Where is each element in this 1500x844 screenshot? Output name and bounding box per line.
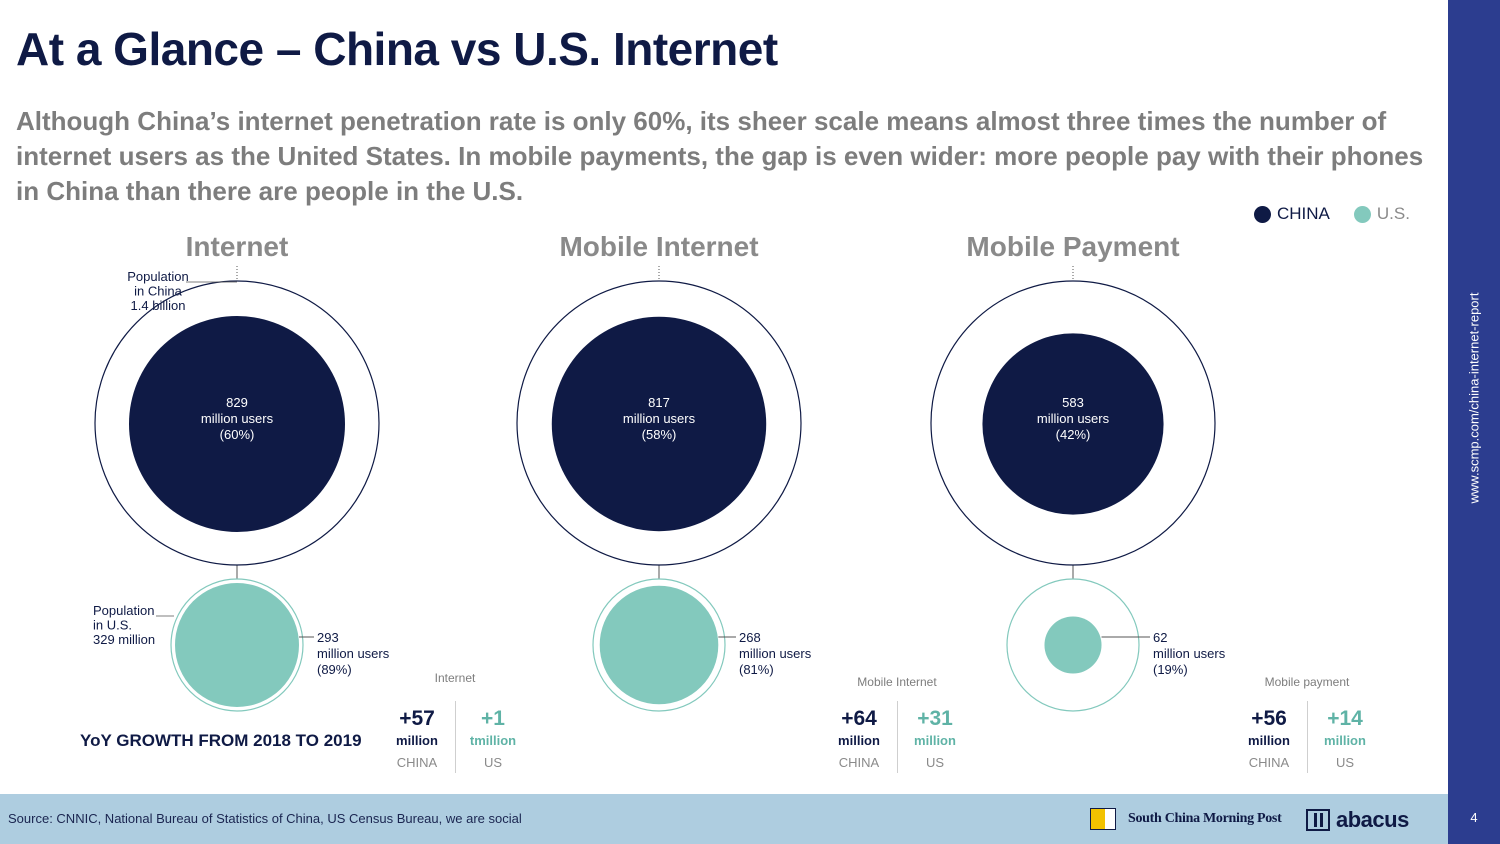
growth-us-column: +1 tmillion US	[458, 707, 528, 770]
us-population-label-2: 329 million	[93, 632, 155, 647]
growth-china-unit: million	[396, 733, 438, 748]
growth-china-country: CHINA	[1248, 755, 1290, 770]
growth-divider	[455, 701, 456, 773]
page-number: 4	[1470, 810, 1478, 825]
us-users-label-mobile-internet-2: (81%)	[739, 662, 774, 677]
china-users-label-mobile-payment-2: (42%)	[1056, 427, 1091, 442]
china-users-label-internet-1: million users	[201, 411, 274, 426]
china-population-label-2: 1.4 billion	[131, 298, 186, 313]
us-population-label-0: Population	[93, 603, 154, 618]
growth-china-column: +56 million CHINA	[1234, 707, 1304, 770]
us-users-label-mobile-internet-0: 268	[739, 630, 761, 645]
us-users-label-internet-0: 293	[317, 630, 339, 645]
panel-title-mobile-internet: Mobile Internet	[559, 231, 758, 262]
china-users-label-mobile-internet-2: (58%)	[642, 427, 677, 442]
abacus-brand[interactable]: abacus	[1306, 807, 1409, 833]
chart-legend: CHINA U.S.	[1254, 204, 1434, 224]
legend-dot-china	[1254, 205, 1271, 223]
growth-china-column: +64 million CHINA	[824, 707, 894, 770]
page-subtitle: Although China’s internet penetration ra…	[16, 106, 1424, 206]
sidebar-url[interactable]: www.scmp.com/china-internet-report	[1466, 292, 1482, 504]
china-users-label-mobile-internet-0: 817	[648, 395, 670, 410]
us-users-label-internet-1: million users	[317, 646, 390, 661]
china-users-bubble-internet	[129, 316, 345, 532]
panel-title-mobile-payment: Mobile Payment	[966, 231, 1179, 262]
china-population-ring-internet	[94, 280, 380, 566]
growth-china-unit: million	[838, 733, 880, 748]
growth-divider	[897, 701, 898, 773]
growth-us-value: +14	[1327, 707, 1363, 730]
sidebar: www.scmp.com/china-internet-report 4	[1448, 0, 1500, 844]
us-users-label-mobile-payment-2: (19%)	[1153, 662, 1188, 677]
growth-block-label: Mobile Internet	[857, 675, 937, 689]
growth-block-label: Mobile payment	[1264, 675, 1350, 689]
legend-item-china: CHINA	[1254, 204, 1330, 224]
growth-us-column: +31 million US	[900, 707, 970, 770]
china-population-label-0: Population	[127, 269, 188, 284]
growth-us-column: +14 million US	[1310, 707, 1380, 770]
us-population-ring-mobile-internet	[592, 578, 726, 712]
footer: Source: CNNIC, National Bureau of Statis…	[0, 794, 1448, 844]
growth-china-country: CHINA	[838, 755, 880, 770]
scmp-logo-icon	[1090, 808, 1116, 830]
china-users-label-mobile-internet-1: million users	[623, 411, 696, 426]
us-users-label-mobile-payment-0: 62	[1153, 630, 1167, 645]
growth-us-country: US	[925, 755, 945, 770]
china-users-bubble-mobile-payment	[982, 333, 1164, 515]
growth-us-country: US	[1335, 755, 1355, 770]
us-population-label-1: in U.S.	[93, 618, 132, 633]
growth-china-value: +64	[841, 707, 877, 730]
growth-china-country: CHINA	[396, 755, 438, 770]
china-users-label-internet-2: (60%)	[220, 427, 255, 442]
china-users-bubble-mobile-internet	[551, 316, 767, 532]
growth-us-country: US	[483, 755, 503, 770]
scmp-name: South China Morning Post	[1128, 811, 1282, 826]
growth-title: YoY GROWTH FROM 2018 TO 2019	[80, 731, 362, 750]
legend-label-us: U.S.	[1376, 204, 1410, 223]
growth-china-value: +56	[1251, 707, 1287, 730]
growth-us-unit: million	[914, 733, 956, 748]
china-users-label-mobile-payment-1: million users	[1037, 411, 1110, 426]
growth-china-column: +57 million CHINA	[382, 707, 452, 770]
page-title: At a Glance – China vs U.S. Internet	[16, 23, 778, 75]
china-population-ring-mobile-internet	[516, 280, 802, 566]
us-users-label-mobile-payment-1: million users	[1153, 646, 1226, 661]
us-users-label-internet-2: (89%)	[317, 662, 352, 677]
china-users-label-internet-0: 829	[226, 395, 248, 410]
abacus-name: abacus	[1336, 807, 1409, 832]
us-users-bubble-mobile-internet	[599, 585, 719, 705]
china-users-label-mobile-payment-0: 583	[1062, 395, 1084, 410]
growth-us-value: +31	[917, 707, 953, 730]
growth-us-value: +1	[481, 707, 505, 730]
source-text: Source: CNNIC, National Bureau of Statis…	[8, 811, 522, 826]
us-population-ring-internet	[170, 578, 304, 712]
us-population-ring-mobile-payment	[1006, 578, 1140, 712]
us-users-label-mobile-internet-1: million users	[739, 646, 812, 661]
legend-label-china: CHINA	[1277, 204, 1330, 223]
legend-item-us: U.S.	[1353, 204, 1410, 224]
growth-block-label: Internet	[434, 671, 476, 685]
us-users-bubble-mobile-payment	[1044, 616, 1102, 674]
growth-china-unit: million	[1248, 733, 1290, 748]
growth-us-unit: million	[1324, 733, 1366, 748]
scmp-brand[interactable]: South China Morning Post	[1090, 808, 1282, 830]
us-users-bubble-internet	[175, 583, 299, 707]
abacus-logo-icon	[1306, 809, 1330, 831]
growth-china-value: +57	[399, 707, 435, 730]
legend-dot-us	[1353, 205, 1371, 223]
panel-title-internet: Internet	[186, 231, 289, 262]
growth-divider	[1307, 701, 1308, 773]
china-population-ring-mobile-payment	[930, 280, 1216, 566]
china-population-label-1: in China	[134, 284, 182, 299]
growth-us-unit: tmillion	[469, 733, 517, 748]
